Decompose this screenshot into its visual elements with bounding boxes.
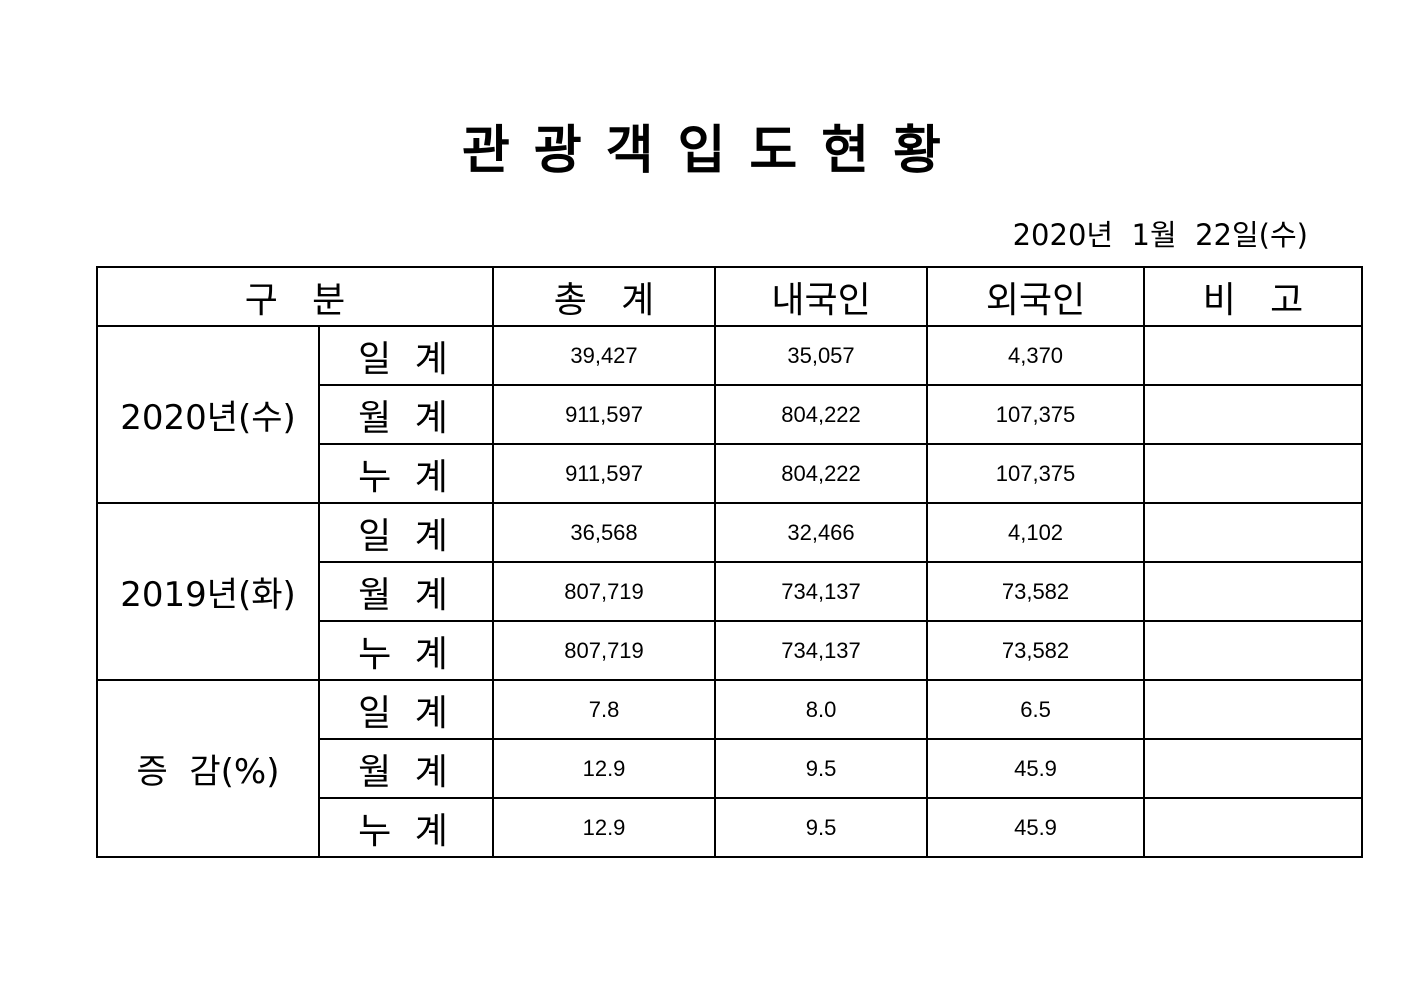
title-char: 도 — [749, 121, 798, 181]
cell-domestic: 9.5 — [714, 797, 929, 858]
title-char: 입 — [677, 121, 726, 181]
title-char: 광 — [533, 121, 582, 181]
cell-domestic: 804,222 — [714, 443, 929, 504]
cell-domestic: 734,137 — [714, 620, 929, 681]
cell-total: 12.9 — [492, 797, 717, 858]
cell-total: 36,568 — [492, 502, 717, 563]
cell-foreign: 73,582 — [926, 561, 1146, 622]
report-date: 2020년 1월 22일(수) — [1012, 218, 1308, 252]
row-label: 일 계 — [317, 679, 495, 740]
title-char: 황 — [893, 121, 941, 181]
row-label: 일 계 — [317, 502, 495, 563]
cell-total: 911,597 — [492, 384, 717, 445]
cell-remarks — [1143, 384, 1364, 445]
title-char: 현 — [821, 121, 870, 181]
cell-remarks — [1143, 797, 1364, 858]
cell-domestic: 734,137 — [714, 561, 929, 622]
row-label: 누 계 — [317, 443, 495, 504]
table-row: 월 계 911,597 804,222 107,375 — [97, 384, 1364, 445]
table-row: 누 계 12.9 9.5 45.9 — [97, 797, 1364, 858]
cell-remarks — [1143, 443, 1364, 504]
cell-foreign: 107,375 — [926, 443, 1146, 504]
cell-remarks — [1143, 502, 1364, 563]
group-label-2019: 2019년(화) — [96, 502, 320, 681]
table-row: 2020년(수) 일 계 39,427 35,057 4,370 — [96, 325, 1364, 504]
table-row: 누 계 911,597 804,222 107,375 — [97, 443, 1364, 504]
row-label: 누 계 — [317, 620, 495, 681]
cell-foreign: 4,370 — [926, 325, 1146, 386]
cell-domestic: 8.0 — [714, 679, 929, 740]
table-row: 누 계 807,719 734,137 73,582 — [97, 620, 1364, 681]
cell-total: 911,597 — [492, 443, 717, 504]
row-label: 누 계 — [317, 797, 495, 858]
cell-remarks — [1143, 679, 1364, 740]
row-label: 월 계 — [317, 738, 495, 799]
title-char: 객 — [605, 121, 654, 181]
cell-foreign: 6.5 — [926, 679, 1146, 740]
cell-foreign: 4,102 — [926, 502, 1146, 563]
row-label: 월 계 — [317, 384, 495, 445]
row-label: 일 계 — [317, 325, 495, 386]
cell-total: 12.9 — [492, 738, 717, 799]
header-category: 구 분 — [95, 266, 495, 327]
cell-total: 807,719 — [492, 561, 717, 622]
cell-foreign: 73,582 — [926, 620, 1146, 681]
table-row: 증 감(%) 일 계 7.8 8.0 6.5 — [96, 679, 1364, 858]
header-foreign: 외국인 — [926, 266, 1146, 327]
header-remarks: 비 고 — [1143, 266, 1364, 327]
cell-remarks — [1143, 325, 1364, 386]
cell-foreign: 45.9 — [926, 797, 1146, 858]
title-char: 관 — [462, 121, 510, 181]
cell-domestic: 32,466 — [714, 502, 929, 563]
cell-foreign: 107,375 — [926, 384, 1146, 445]
cell-total: 39,427 — [492, 325, 717, 386]
cell-foreign: 45.9 — [926, 738, 1146, 799]
row-label: 월 계 — [317, 561, 495, 622]
cell-domestic: 9.5 — [714, 738, 929, 799]
table-row: 월 계 12.9 9.5 45.9 — [97, 738, 1364, 799]
cell-total: 7.8 — [492, 679, 717, 740]
header-domestic: 내국인 — [714, 266, 929, 327]
header-total: 총 계 — [492, 266, 717, 327]
cell-remarks — [1143, 620, 1364, 681]
table-row: 2019년(화) 일 계 36,568 32,466 4,102 — [96, 502, 1364, 681]
group-label-change: 증 감(%) — [96, 679, 320, 858]
table-row: 월 계 807,719 734,137 73,582 — [97, 561, 1364, 622]
group-label-2020: 2020년(수) — [96, 325, 320, 504]
cell-domestic: 35,057 — [714, 325, 929, 386]
cell-remarks — [1143, 561, 1364, 622]
cell-total: 807,719 — [492, 620, 717, 681]
cell-domestic: 804,222 — [714, 384, 929, 445]
header-row: 구 분 총 계 내국인 외국인 비 고 — [95, 266, 1364, 327]
cell-remarks — [1143, 738, 1364, 799]
tourist-arrival-table: 구 분 총 계 내국인 외국인 비 고 2020년(수) 일 계 39,427 … — [95, 266, 1364, 858]
